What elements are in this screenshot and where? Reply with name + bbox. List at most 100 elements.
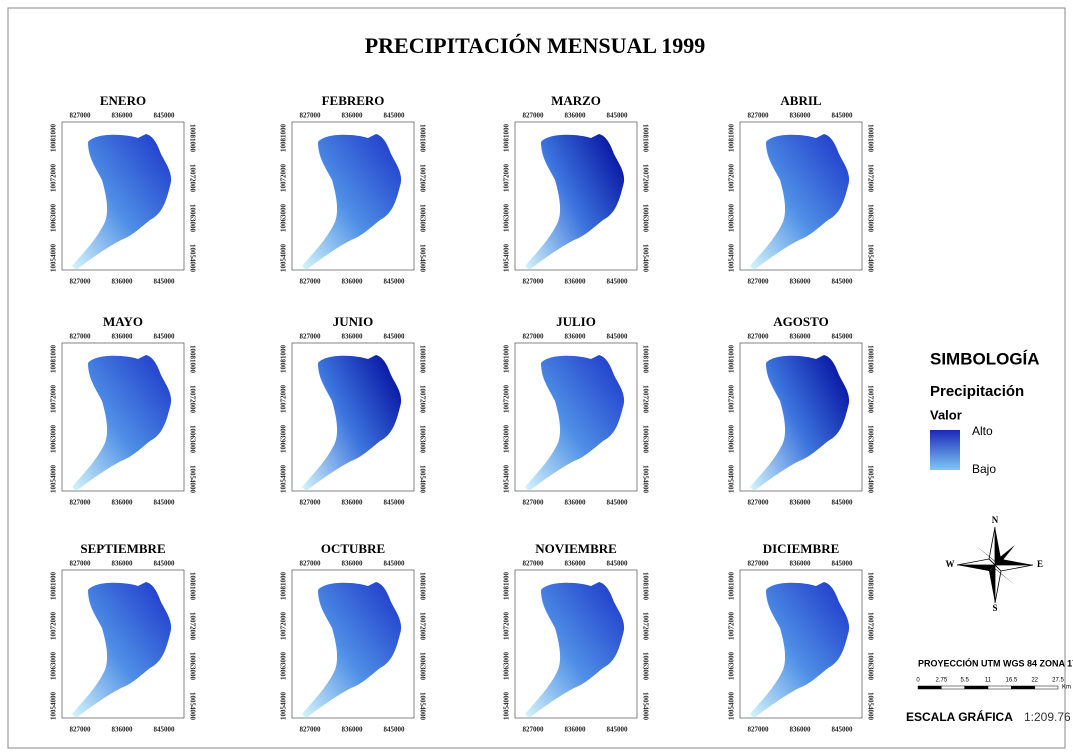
y-coord: 10054000 [728,692,736,721]
y-coord: 10063000 [503,425,511,454]
basin [750,134,849,270]
y-coord: 10081000 [188,572,196,601]
x-coord: 845000 [832,560,854,568]
north-arrow: N S W E [946,515,1044,613]
x-coord: 827000 [300,560,322,568]
legend-title: SIMBOLOGÍA [930,349,1040,368]
y-coord: 10072000 [188,164,196,193]
y-coord: 10081000 [866,345,874,374]
y-coord: 10081000 [503,345,511,374]
y-coord: 10063000 [866,425,874,454]
x-coord: 845000 [832,726,854,734]
arrow-part [995,565,1033,571]
y-coord: 10063000 [280,425,288,454]
scale-segment [941,686,964,689]
y-coord: 10054000 [418,465,426,494]
y-coord: 10054000 [418,244,426,273]
x-coord: 845000 [384,112,406,120]
y-coord: 10054000 [503,465,511,494]
y-coord: 10081000 [418,345,426,374]
x-coord: 836000 [790,726,812,734]
x-coord: 827000 [70,726,92,734]
y-coord: 10081000 [280,345,288,374]
scale-label: 16.5 [1005,678,1017,684]
panel-title: AGOSTO [773,314,828,329]
panel-title: MARZO [551,93,601,108]
y-coord: 10054000 [728,465,736,494]
y-coord: 10081000 [188,345,196,374]
y-coord: 10063000 [418,652,426,681]
x-coord: 836000 [342,726,364,734]
scale-segment [1011,686,1034,689]
x-coord: 836000 [790,333,812,341]
legend-high: Alto [972,424,993,438]
y-coord: 10054000 [50,692,58,721]
panel-title: SEPTIEMBRE [80,541,165,556]
y-coord: 10063000 [280,204,288,233]
x-coord: 827000 [300,499,322,507]
x-coord: 836000 [342,112,364,120]
x-coord: 845000 [154,560,176,568]
y-coord: 10081000 [503,572,511,601]
north-label: N [992,515,999,525]
map-panel: DICIEMBRE8270008270008360008360008450008… [728,541,875,734]
panel-title: ENERO [100,93,146,108]
x-coord: 836000 [112,560,134,568]
y-coord: 10063000 [641,652,649,681]
y-coord: 10072000 [50,164,58,193]
y-coord: 10081000 [188,124,196,153]
x-coord: 836000 [790,499,812,507]
y-coord: 10063000 [188,652,196,681]
south-label: S [992,603,997,613]
scale-label: 11 [985,678,992,684]
x-coord: 836000 [565,726,587,734]
map-layout: PRECIPITACIÓN MENSUAL 1999 SIMBOLOGÍA Pr… [0,0,1073,756]
x-coord: 827000 [300,333,322,341]
panel-title: ABRIL [780,93,822,108]
scale-title: ESCALA GRÁFICA [906,709,1013,724]
y-coord: 10072000 [503,164,511,193]
scale-unit: Km [1062,685,1071,691]
y-coord: 10081000 [728,124,736,153]
x-coord: 827000 [748,278,770,286]
y-coord: 10054000 [728,244,736,273]
x-coord: 836000 [112,112,134,120]
x-coord: 827000 [70,333,92,341]
y-coord: 10072000 [728,612,736,641]
y-coord: 10072000 [188,385,196,414]
map-panel: OCTUBRE827000827000836000836000845000845… [280,541,427,734]
panel-title: FEBRERO [322,93,385,108]
y-coord: 10063000 [728,204,736,233]
y-coord: 10072000 [280,612,288,641]
y-coord: 10072000 [418,385,426,414]
y-coord: 10054000 [641,244,649,273]
x-coord: 845000 [384,499,406,507]
y-coord: 10081000 [280,124,288,153]
x-coord: 845000 [607,499,629,507]
x-coord: 827000 [523,560,545,568]
y-coord: 10063000 [503,204,511,233]
y-coord: 10081000 [728,572,736,601]
y-coord: 10081000 [418,572,426,601]
x-coord: 836000 [565,112,587,120]
basin [72,134,171,270]
scale-segment [965,686,988,689]
y-coord: 10072000 [418,164,426,193]
x-coord: 845000 [384,278,406,286]
arrow-part [995,565,1001,603]
basin [302,355,401,491]
x-coord: 836000 [790,278,812,286]
x-coord: 845000 [384,333,406,341]
basin [750,582,849,718]
y-coord: 10063000 [418,204,426,233]
west-label: W [946,559,955,569]
y-coord: 10054000 [280,244,288,273]
y-coord: 10063000 [728,425,736,454]
scale-ratio: 1:209.76 [1024,710,1071,724]
scale-label: 2.75 [935,678,947,684]
x-coord: 836000 [342,499,364,507]
map-panel: SEPTIEMBRE827000827000836000836000845000… [50,541,197,734]
map-panel: JULIO82700082700083600083600084500084500… [503,314,650,507]
y-coord: 10081000 [728,345,736,374]
